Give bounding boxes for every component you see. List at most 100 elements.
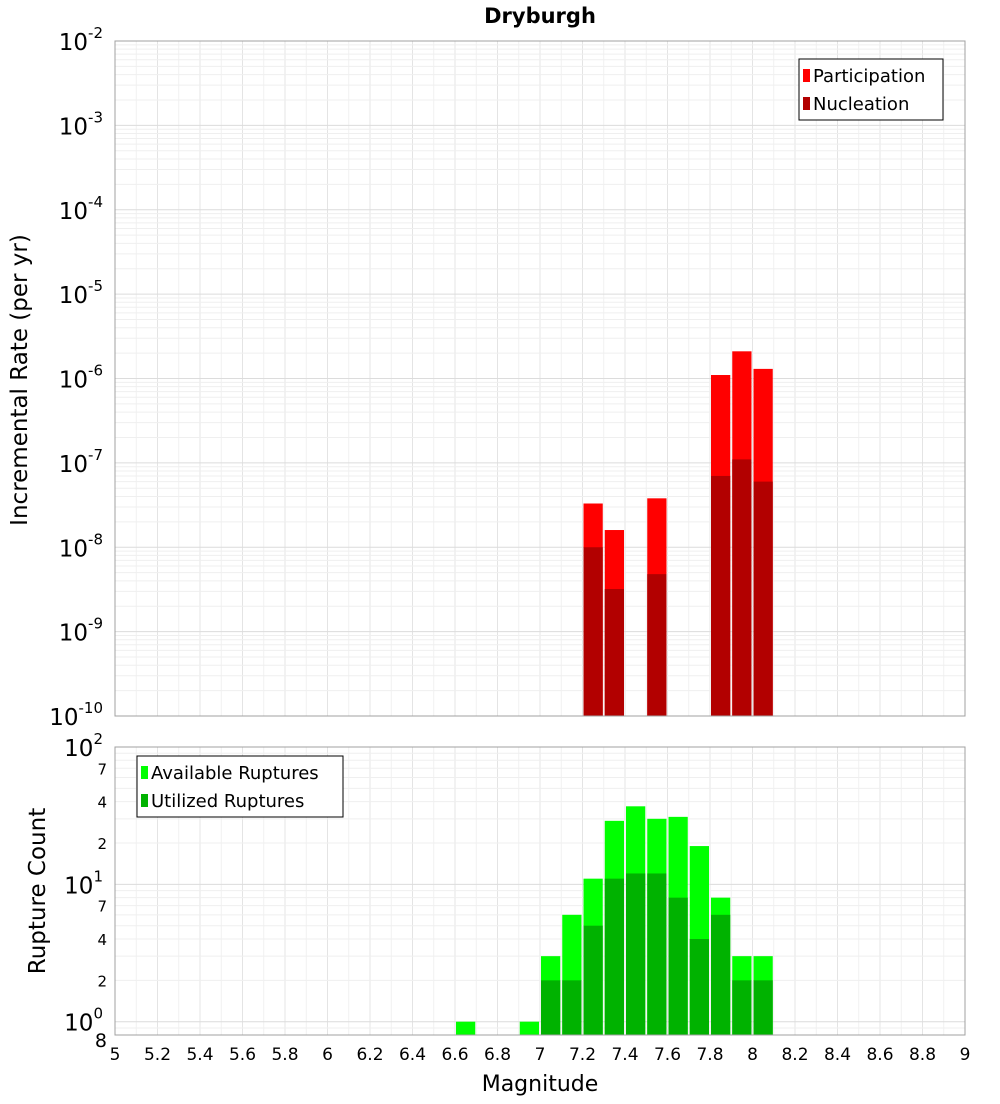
y-tick-exponent: -7	[88, 446, 103, 464]
legend-label: Available Ruptures	[151, 763, 319, 784]
rate-bar-nucleation	[732, 459, 752, 716]
y-tick-base: 10	[64, 736, 93, 762]
x-tick-label: 6	[322, 1045, 333, 1065]
x-tick-label: 7	[535, 1045, 546, 1065]
y-tick-label-minor: 4	[97, 794, 107, 812]
count-bar-utilized-ruptures	[711, 914, 731, 1035]
plot-grid	[114, 40, 966, 717]
x-tick-label: 7.6	[654, 1045, 681, 1065]
legend-swatch	[803, 69, 810, 82]
count-bar-available-ruptures	[519, 1021, 539, 1035]
y-tick-label-top: 10-7	[59, 446, 103, 478]
y-tick-exponent: 0	[93, 1005, 103, 1023]
rate-bar-nucleation	[753, 481, 773, 716]
y-tick-label-bottom: 102	[64, 730, 103, 762]
x-tick-label: 6.2	[356, 1045, 383, 1065]
y-tick-label-top: 10-4	[59, 193, 103, 225]
count-bar-utilized-ruptures	[626, 873, 646, 1035]
chart-title: Dryburgh	[484, 4, 596, 28]
y-tick-base: 10	[59, 452, 88, 478]
x-tick-label: 8.6	[866, 1045, 893, 1065]
y-tick-exponent: 1	[93, 867, 103, 885]
y-tick-base: 10	[59, 30, 88, 56]
y-tick-label-minor: 7	[97, 898, 107, 916]
y-tick-base: 10	[59, 621, 88, 647]
x-tick-label: 5.4	[186, 1045, 213, 1065]
rate-bar-nucleation	[604, 589, 624, 716]
y-tick-label-minor: 7	[97, 760, 107, 778]
y-tick-label-top: 10-8	[59, 530, 103, 562]
y-tick-label-top: 10-3	[59, 108, 103, 140]
top-legend: Participation Nucleation	[798, 58, 944, 121]
y-tick-exponent: -10	[79, 699, 104, 717]
count-bar-utilized-ruptures	[647, 873, 667, 1035]
y-axis-label-top: Incremental Rate (per yr)	[7, 234, 33, 526]
y-tick-label-top: 10-10	[49, 699, 103, 731]
x-tick-label: 8.8	[909, 1045, 936, 1065]
x-tick-label: 5	[110, 1045, 121, 1065]
x-tick-label: 8.4	[824, 1045, 851, 1065]
bottom-legend: Available Ruptures Utilized Ruptures	[136, 755, 344, 818]
x-tick-label: 5.2	[144, 1045, 171, 1065]
x-tick-label: 8	[747, 1045, 758, 1065]
y-tick-base: 10	[59, 283, 88, 309]
rate-bars	[583, 351, 773, 716]
x-tick-label: 6.4	[399, 1045, 426, 1065]
legend-label: Participation	[813, 66, 925, 87]
x-tick-label: 6.6	[441, 1045, 468, 1065]
legend-box	[136, 755, 344, 818]
y-tick-label-minor: 8	[95, 1030, 107, 1052]
top-plot-frame	[114, 40, 966, 717]
count-bar-utilized-ruptures	[689, 939, 709, 1035]
y-tick-label-top: 10-2	[59, 24, 103, 56]
x-tick-label: 7.4	[611, 1045, 638, 1065]
bottom-plot-frame	[114, 746, 966, 1036]
count-bar-available-ruptures	[456, 1021, 476, 1035]
rate-bar-nucleation	[583, 547, 603, 716]
x-tick-label: 9	[960, 1045, 971, 1065]
x-tick-label: 5.6	[229, 1045, 256, 1065]
y-tick-label-minor: 2	[97, 972, 107, 990]
y-tick-exponent: -3	[88, 108, 103, 126]
x-tick-label: 8.2	[781, 1045, 808, 1065]
legend-swatch	[803, 97, 810, 110]
legend-swatch	[141, 794, 148, 807]
y-tick-exponent: 2	[93, 730, 103, 748]
y-axis-label-bottom: Rupture Count	[25, 808, 51, 974]
y-tick-label-top: 10-6	[59, 362, 103, 394]
x-tick-label: 7.2	[569, 1045, 596, 1065]
y-tick-label-minor: 2	[97, 835, 107, 853]
count-bar-utilized-ruptures	[583, 925, 603, 1035]
y-tick-label-bottom: 101	[64, 867, 103, 899]
y-tick-label-top: 10-9	[59, 615, 103, 647]
y-tick-label-minor: 4	[97, 931, 107, 949]
count-bar-utilized-ruptures	[668, 897, 688, 1035]
legend-box	[798, 58, 944, 121]
x-tick-label: 5.8	[271, 1045, 298, 1065]
rate-bar-nucleation	[711, 475, 731, 716]
y-tick-exponent: -9	[88, 615, 103, 633]
y-tick-base: 10	[59, 536, 88, 562]
x-tick-label: 6.8	[484, 1045, 511, 1065]
count-bar-utilized-ruptures	[753, 980, 773, 1035]
legend-label: Nucleation	[813, 94, 909, 115]
y-tick-exponent: -5	[88, 277, 103, 295]
y-tick-base: 10	[64, 873, 93, 899]
y-tick-base: 10	[49, 705, 78, 731]
rate-bar-nucleation	[647, 574, 667, 716]
x-axis-label: Magnitude	[482, 1072, 599, 1097]
y-tick-label-top: 10-5	[59, 277, 103, 309]
y-tick-base: 10	[59, 368, 88, 394]
count-bar-utilized-ruptures	[604, 878, 624, 1035]
y-tick-base: 10	[59, 199, 88, 225]
y-tick-base: 10	[64, 1011, 93, 1037]
y-tick-exponent: -4	[88, 193, 103, 211]
count-bar-utilized-ruptures	[732, 980, 752, 1035]
legend-label: Utilized Ruptures	[151, 791, 304, 812]
x-tick-label: 7.8	[696, 1045, 723, 1065]
count-bar-utilized-ruptures	[562, 980, 582, 1035]
y-tick-exponent: -2	[88, 24, 103, 42]
y-tick-exponent: -6	[88, 362, 103, 380]
